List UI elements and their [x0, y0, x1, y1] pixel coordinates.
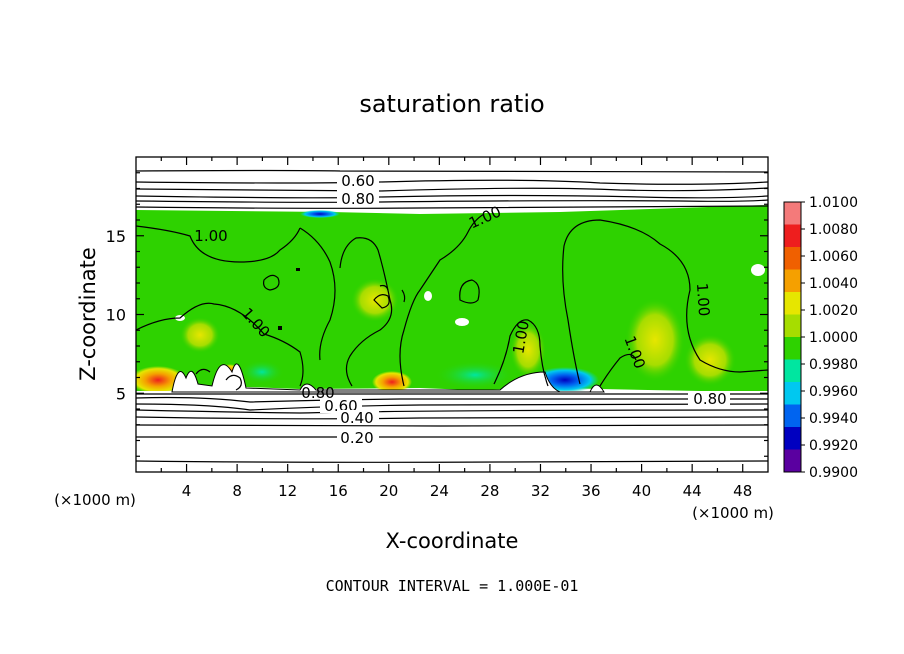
- lower-layer: [136, 391, 768, 472]
- cloud-field: [136, 205, 768, 392]
- colorbar-swatch: [784, 314, 801, 338]
- moist-anomaly-x30: [510, 322, 546, 378]
- x-tick-label: 48: [733, 482, 752, 500]
- colorbar-swatch: [784, 427, 801, 450]
- cyan-top-x15: [300, 210, 340, 218]
- x-axis-label: X-coordinate: [386, 529, 519, 553]
- x-axis-ticks: 4 8 12 16 20 24 28 32 36 40 44 48: [160, 157, 752, 500]
- contour-label: 1.00: [693, 282, 713, 317]
- colorbar-tick-label: 1.0060: [809, 249, 858, 265]
- contour-label: 0.20: [340, 429, 373, 447]
- y-tick-label: 5: [116, 384, 126, 403]
- x-axis-units: (×1000 m): [692, 504, 774, 522]
- clear-patch: [751, 264, 765, 276]
- colorbar-swatch: [784, 449, 801, 473]
- moist-anomaly-x18: [351, 278, 399, 322]
- contour-fragment: [296, 268, 300, 271]
- colorbar-swatch: [784, 269, 801, 293]
- y-tick-label: 10: [106, 306, 126, 325]
- x-tick-label: 28: [480, 482, 499, 500]
- colorbar-tick-label: 0.9900: [809, 465, 858, 481]
- contour-label: 1.00: [509, 319, 533, 355]
- colorbar-tick-label: 1.0020: [809, 303, 858, 319]
- colorbar: 1.0100 1.0080 1.0060 1.0040 1.0020 1.0000 0.99…: [783, 195, 858, 481]
- y-axis-units: (×1000 m): [54, 491, 136, 509]
- colorbar-tick-label: 0.9980: [809, 357, 858, 373]
- chart-title: saturation ratio: [359, 90, 544, 118]
- colorbar-swatch: [784, 404, 801, 428]
- colorbar-swatch: [784, 202, 801, 225]
- colorbar-tick-label: 1.0000: [809, 330, 858, 346]
- colorbar-swatch: [784, 337, 801, 360]
- moist-anomaly-x43: [684, 334, 736, 386]
- x-tick-label: 20: [379, 482, 398, 500]
- x-tick-label: 24: [430, 482, 449, 500]
- contour-label: 0.40: [340, 409, 373, 427]
- x-tick-label: 8: [232, 482, 242, 500]
- contour-label: 0.80: [301, 384, 334, 402]
- y-tick-label: 15: [106, 227, 126, 246]
- contour-label: 0.80: [693, 390, 726, 408]
- cold-anomaly-x27: [435, 361, 515, 389]
- x-tick-label: 12: [278, 482, 297, 500]
- contour-labels: 0.60 0.80 1.00 1.00 1.00 1.00 1.00 1.00 …: [194, 172, 730, 447]
- colorbar-tick-label: 0.9940: [809, 411, 858, 427]
- upper-contours: [136, 169, 768, 209]
- colorbar-swatch: [784, 359, 801, 383]
- colorbar-tick-label: 0.9920: [809, 438, 858, 454]
- plot-area: [136, 157, 768, 472]
- contour-label: 0.60: [341, 172, 374, 190]
- clear-patch: [455, 318, 469, 326]
- colorbar-swatch: [784, 292, 801, 315]
- moist-anomaly-x41: [625, 298, 685, 382]
- x-tick-label: 36: [581, 482, 600, 500]
- x-tick-label: 40: [632, 482, 651, 500]
- cold-anomaly-x9: [240, 360, 284, 384]
- lower-contours: [136, 393, 768, 463]
- contour-label: 0.80: [341, 190, 374, 208]
- y-axis-label: Z-coordinate: [76, 247, 100, 381]
- y-axis-ticks: 5 10 15: [106, 172, 768, 457]
- colorbar-swatch: [784, 382, 801, 405]
- clear-patch: [424, 291, 432, 301]
- x-tick-label: 16: [329, 482, 348, 500]
- colorbar-swatch: [784, 247, 801, 270]
- moist-anomaly-x7: [180, 317, 220, 353]
- colorbar-tick-label: 1.0080: [809, 222, 858, 238]
- boundary-turbulence: [171, 363, 605, 393]
- colorbar-tick-label: 0.9960: [809, 384, 858, 400]
- cloud-contours: [136, 213, 768, 391]
- x-tick-label: 44: [683, 482, 702, 500]
- contour-interval-note: CONTOUR INTERVAL = 1.000E-01: [326, 577, 579, 595]
- contour-fragment: [278, 326, 282, 330]
- colorbar-swatch: [784, 224, 801, 248]
- contour-label: 1.00: [194, 227, 227, 245]
- colorbar-tick-label: 1.0040: [809, 276, 858, 292]
- x-tick-label: 4: [182, 482, 192, 500]
- colorbar-tick-label: 1.0100: [809, 195, 858, 211]
- x-tick-label: 32: [531, 482, 550, 500]
